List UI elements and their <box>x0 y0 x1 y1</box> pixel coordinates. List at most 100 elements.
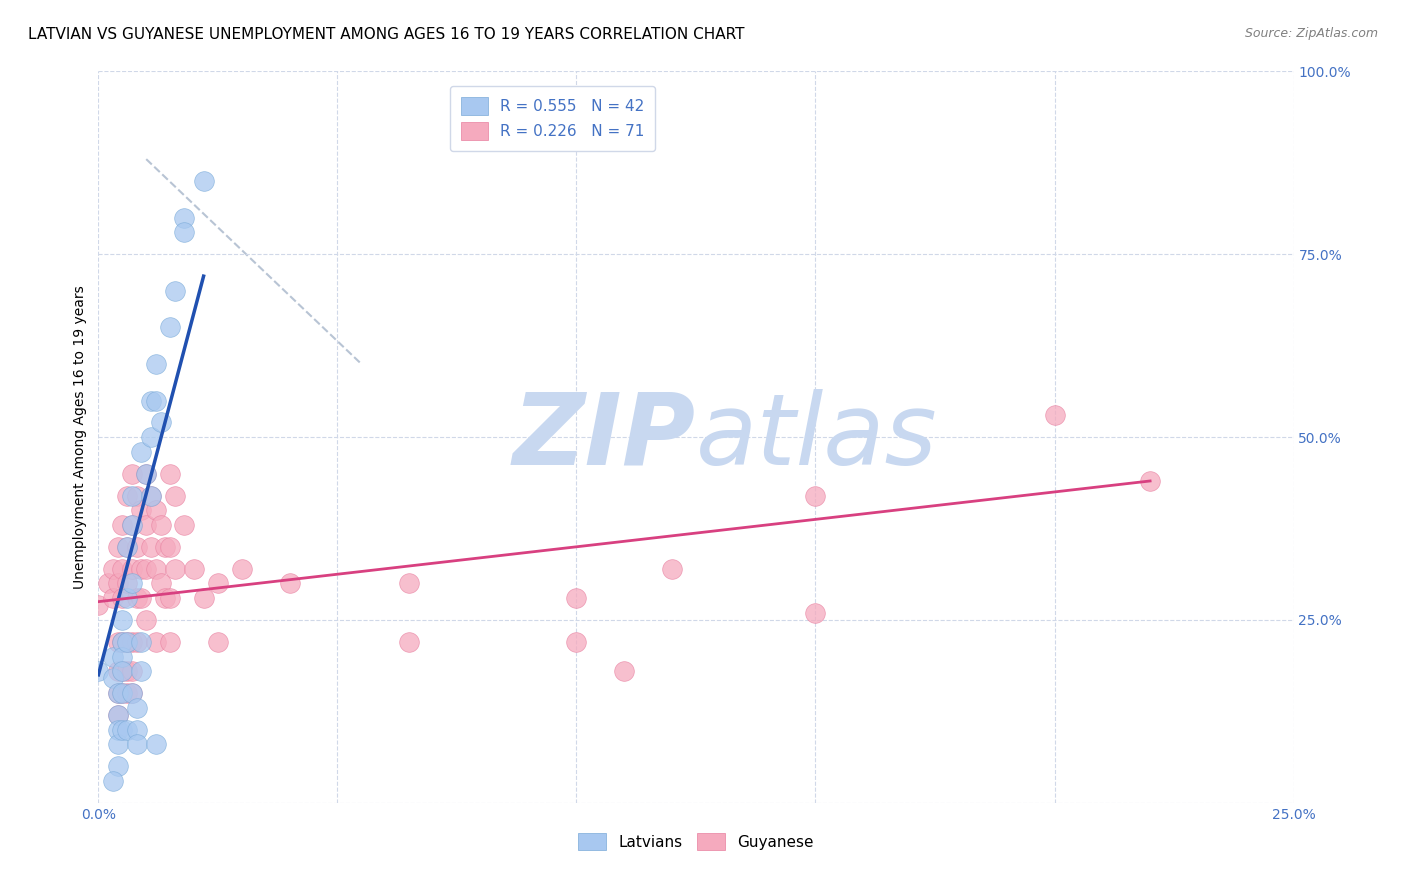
Point <box>125 540 148 554</box>
Point <box>87 664 110 678</box>
Point <box>661 562 683 576</box>
Point <box>131 664 153 678</box>
Point <box>804 606 827 620</box>
Point <box>125 591 148 605</box>
Text: LATVIAN VS GUYANESE UNEMPLOYMENT AMONG AGES 16 TO 19 YEARS CORRELATION CHART: LATVIAN VS GUYANESE UNEMPLOYMENT AMONG A… <box>28 27 745 42</box>
Point <box>131 591 153 605</box>
Point <box>115 591 138 605</box>
Point <box>107 664 129 678</box>
Point <box>111 591 134 605</box>
Point <box>111 664 134 678</box>
Point <box>193 174 215 188</box>
Point <box>121 664 143 678</box>
Point <box>111 686 134 700</box>
Point <box>131 503 153 517</box>
Point <box>111 517 134 532</box>
Point <box>207 635 229 649</box>
Point <box>163 489 186 503</box>
Point <box>111 635 134 649</box>
Point <box>121 686 143 700</box>
Point <box>107 723 129 737</box>
Point <box>1043 408 1066 422</box>
Point <box>121 517 143 532</box>
Point <box>121 517 143 532</box>
Point <box>139 489 162 503</box>
Point <box>121 686 143 700</box>
Point <box>115 489 138 503</box>
Point <box>149 517 172 532</box>
Point <box>139 430 162 444</box>
Point <box>135 467 157 481</box>
Point <box>125 723 148 737</box>
Point <box>159 635 181 649</box>
Point <box>145 562 167 576</box>
Point <box>115 723 138 737</box>
Point <box>145 737 167 751</box>
Point <box>131 562 153 576</box>
Point <box>173 517 195 532</box>
Point <box>121 467 143 481</box>
Point <box>111 649 134 664</box>
Point <box>163 562 186 576</box>
Point <box>101 672 124 686</box>
Point <box>121 562 143 576</box>
Point <box>139 540 162 554</box>
Point <box>231 562 253 576</box>
Point <box>107 686 129 700</box>
Point <box>121 489 143 503</box>
Point <box>115 664 138 678</box>
Point <box>398 576 420 591</box>
Point <box>101 562 124 576</box>
Point <box>107 708 129 723</box>
Point <box>131 444 153 458</box>
Point <box>135 467 157 481</box>
Point <box>111 723 134 737</box>
Point <box>107 576 129 591</box>
Point <box>398 635 420 649</box>
Point <box>121 576 143 591</box>
Point <box>613 664 636 678</box>
Point <box>115 686 138 700</box>
Point <box>107 737 129 751</box>
Point <box>107 686 129 700</box>
Point <box>115 635 138 649</box>
Point <box>101 649 124 664</box>
Point <box>804 489 827 503</box>
Point <box>135 517 157 532</box>
Point <box>145 357 167 371</box>
Point <box>111 664 134 678</box>
Point <box>87 599 110 613</box>
Point <box>183 562 205 576</box>
Point <box>125 700 148 714</box>
Text: Source: ZipAtlas.com: Source: ZipAtlas.com <box>1244 27 1378 40</box>
Point <box>115 540 138 554</box>
Point <box>125 489 148 503</box>
Point <box>1139 474 1161 488</box>
Point <box>565 591 588 605</box>
Point <box>125 635 148 649</box>
Point <box>173 211 195 225</box>
Text: ZIP: ZIP <box>513 389 696 485</box>
Point <box>107 708 129 723</box>
Point <box>565 635 588 649</box>
Point <box>145 635 167 649</box>
Point <box>115 576 138 591</box>
Point <box>278 576 301 591</box>
Point <box>193 591 215 605</box>
Legend: Latvians, Guyanese: Latvians, Guyanese <box>568 822 824 861</box>
Point <box>155 591 177 605</box>
Point <box>111 562 134 576</box>
Point <box>159 591 181 605</box>
Y-axis label: Unemployment Among Ages 16 to 19 years: Unemployment Among Ages 16 to 19 years <box>73 285 87 589</box>
Point <box>155 540 177 554</box>
Point <box>149 576 172 591</box>
Point <box>145 393 167 408</box>
Point <box>149 416 172 430</box>
Point <box>163 284 186 298</box>
Point <box>139 393 162 408</box>
Point <box>115 540 138 554</box>
Point <box>135 613 157 627</box>
Point <box>159 467 181 481</box>
Point <box>107 635 129 649</box>
Point <box>107 540 129 554</box>
